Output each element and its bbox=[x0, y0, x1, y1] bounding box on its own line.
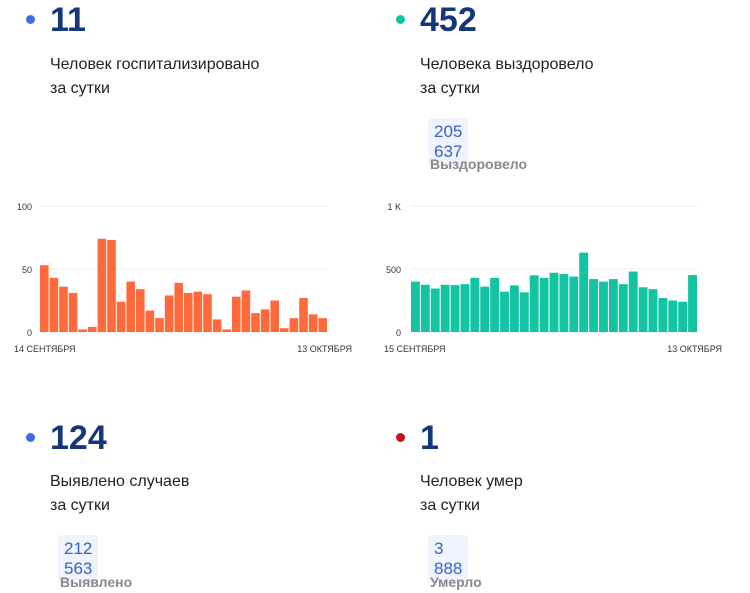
bar[interactable] bbox=[440, 284, 450, 332]
bar[interactable] bbox=[509, 285, 519, 332]
bar[interactable] bbox=[668, 300, 678, 333]
bar[interactable] bbox=[260, 309, 270, 332]
y-tick-label: 100 bbox=[17, 202, 32, 212]
deaths-total: 3 888 bbox=[428, 535, 469, 583]
hospitalized-desc: Человек госпитализировано bbox=[50, 56, 260, 73]
deaths-desc: Человек умер bbox=[420, 473, 523, 490]
bar[interactable] bbox=[241, 290, 251, 332]
bar[interactable] bbox=[500, 291, 509, 332]
cases-total: 212 563 bbox=[58, 535, 99, 583]
bar[interactable] bbox=[678, 301, 688, 332]
deaths-dot bbox=[396, 433, 405, 442]
bar[interactable] bbox=[430, 288, 440, 332]
recovered-value: 452 bbox=[420, 1, 477, 39]
bar[interactable] bbox=[251, 313, 260, 332]
y-tick-label: 500 bbox=[386, 265, 401, 275]
bar[interactable] bbox=[529, 275, 539, 332]
bar[interactable] bbox=[145, 310, 155, 332]
bar[interactable] bbox=[270, 300, 279, 333]
bar[interactable] bbox=[470, 277, 480, 332]
bar[interactable] bbox=[411, 281, 420, 332]
bar[interactable] bbox=[155, 318, 164, 332]
bar[interactable] bbox=[480, 286, 490, 332]
bar[interactable] bbox=[628, 271, 638, 332]
bar[interactable] bbox=[212, 319, 222, 332]
bar[interactable] bbox=[107, 240, 116, 332]
recovered-desc: Человека выздоровело bbox=[420, 56, 594, 73]
cases-dot bbox=[26, 433, 35, 442]
bar[interactable] bbox=[539, 277, 549, 332]
recovered-chart: 1 K 500 0 15 СЕНТЯБРЯ 13 ОКТЯБРЯ bbox=[384, 202, 722, 354]
y-tick-label: 0 bbox=[396, 328, 401, 338]
bar[interactable] bbox=[460, 284, 470, 332]
hospitalized-value: 11 bbox=[50, 1, 86, 39]
cases-value: 124 bbox=[50, 419, 107, 457]
x-start-label: 14 СЕНТЯБРЯ bbox=[14, 344, 76, 354]
recovered-period: за сутки bbox=[420, 80, 480, 97]
bar[interactable] bbox=[559, 274, 569, 332]
bar[interactable] bbox=[280, 328, 289, 332]
bar[interactable] bbox=[318, 318, 327, 332]
cases-desc: Выявлено случаев bbox=[50, 473, 190, 490]
bar[interactable] bbox=[420, 284, 430, 332]
bar[interactable] bbox=[638, 287, 648, 332]
bar[interactable] bbox=[88, 326, 97, 332]
bar[interactable] bbox=[222, 329, 231, 332]
bar[interactable] bbox=[203, 294, 212, 332]
bar[interactable] bbox=[193, 291, 203, 332]
bar[interactable] bbox=[688, 275, 697, 332]
bar[interactable] bbox=[299, 297, 308, 332]
bar[interactable] bbox=[608, 279, 618, 332]
bar[interactable] bbox=[174, 282, 183, 332]
deaths-value: 1 bbox=[420, 419, 439, 457]
bar[interactable] bbox=[78, 329, 87, 332]
cases-period: за сутки bbox=[50, 497, 110, 514]
deaths-period: за сутки bbox=[420, 497, 480, 514]
bar[interactable] bbox=[97, 238, 107, 332]
bar[interactable] bbox=[116, 301, 126, 332]
bar[interactable] bbox=[136, 289, 145, 332]
x-start-label: 15 СЕНТЯБРЯ bbox=[384, 344, 446, 354]
recovered-total: 205 637 bbox=[428, 118, 469, 166]
hospitalized-chart: 100 50 0 14 СЕНТЯБРЯ 13 ОКТЯБРЯ bbox=[14, 202, 352, 354]
bar[interactable] bbox=[569, 276, 579, 332]
x-end-label: 13 ОКТЯБРЯ bbox=[297, 344, 352, 354]
bar[interactable] bbox=[658, 297, 668, 332]
recovered-total-label: Выздоровело bbox=[430, 156, 528, 172]
bar[interactable] bbox=[184, 292, 193, 332]
bar[interactable] bbox=[599, 281, 608, 332]
bar[interactable] bbox=[68, 292, 78, 332]
deaths-total-label: Умерло bbox=[430, 574, 482, 590]
y-tick-label: 50 bbox=[22, 265, 32, 275]
bar[interactable] bbox=[49, 277, 59, 332]
bar[interactable] bbox=[126, 281, 135, 332]
bar[interactable] bbox=[549, 272, 559, 332]
bar[interactable] bbox=[618, 284, 628, 332]
bar[interactable] bbox=[450, 285, 460, 332]
bar[interactable] bbox=[59, 286, 68, 332]
y-tick-label: 1 K bbox=[387, 202, 401, 212]
y-tick-label: 0 bbox=[27, 328, 32, 338]
bar[interactable] bbox=[164, 295, 174, 332]
bar[interactable] bbox=[648, 289, 658, 332]
bar[interactable] bbox=[289, 318, 299, 332]
recovered-dot bbox=[396, 15, 405, 24]
bar[interactable] bbox=[232, 296, 241, 332]
bar[interactable] bbox=[519, 292, 529, 332]
hospitalized-period: за сутки bbox=[50, 80, 110, 97]
cases-total-label: Выявлено bbox=[60, 574, 133, 590]
bar[interactable] bbox=[40, 265, 49, 332]
bar[interactable] bbox=[490, 277, 500, 332]
bar[interactable] bbox=[308, 314, 318, 332]
bar[interactable] bbox=[579, 252, 589, 332]
bar[interactable] bbox=[589, 279, 599, 332]
x-end-label: 13 ОКТЯБРЯ bbox=[667, 344, 722, 354]
hospitalized-dot bbox=[26, 15, 35, 24]
